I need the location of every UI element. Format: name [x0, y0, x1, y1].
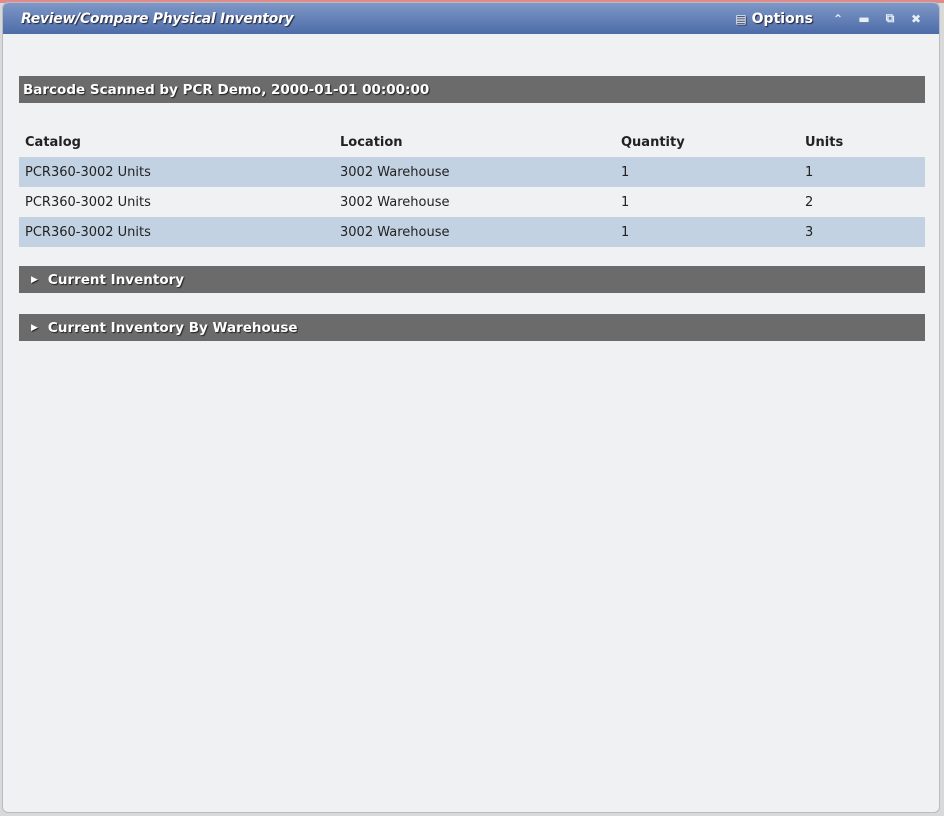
cell-catalog: PCR360-3002 Units — [19, 157, 334, 187]
table-row[interactable]: PCR360-3002 Units 3002 Warehouse 1 1 — [19, 157, 925, 187]
options-button[interactable]: ▤ Options — [735, 11, 813, 27]
cell-location: 3002 Warehouse — [340, 194, 450, 210]
table-header-row: Catalog Location Quantity Units — [19, 127, 925, 157]
window-title: Review/Compare Physical Inventory — [21, 10, 294, 27]
top-edge — [0, 0, 944, 3]
cell-location: 3002 Warehouse — [334, 157, 615, 187]
cell-quantity: 1 — [621, 194, 630, 210]
cell-quantity: 1 — [615, 157, 799, 187]
col-catalog: Catalog — [25, 134, 81, 150]
list-icon: ▤ — [735, 11, 747, 26]
expand-triangle-icon: ▶ — [31, 322, 38, 333]
section-current-inventory[interactable]: ▶ Current Inventory — [19, 266, 925, 293]
collapse-icon[interactable]: ⌃ — [832, 11, 844, 26]
cell-units: 1 — [799, 157, 925, 187]
section-current-inventory-by-warehouse[interactable]: ▶ Current Inventory By Warehouse — [19, 314, 925, 341]
cell-units: 3 — [799, 217, 925, 247]
close-icon[interactable]: ✖ — [910, 11, 922, 26]
content: Barcode Scanned by PCR Demo, 2000-01-01 … — [19, 76, 925, 341]
options-label: Options — [751, 10, 813, 27]
minimize-icon[interactable]: ▬ — [858, 11, 870, 26]
col-units: Units — [805, 134, 844, 150]
cell-catalog: PCR360-3002 Units — [19, 217, 334, 247]
expand-triangle-icon: ▶ — [31, 274, 38, 285]
table-row[interactable]: PCR360-3002 Units 3002 Warehouse 1 2 — [19, 187, 925, 217]
section-label: Current Inventory — [47, 271, 185, 288]
col-location: Location — [340, 134, 403, 150]
cell-units: 2 — [805, 194, 814, 210]
cell-catalog: PCR360-3002 Units — [25, 194, 151, 210]
title-bar[interactable]: Review/Compare Physical Inventory ▤ Opti… — [3, 3, 939, 34]
scan-header: Barcode Scanned by PCR Demo, 2000-01-01 … — [19, 76, 925, 103]
scan-table: Catalog Location Quantity Units PCR360-3… — [19, 127, 925, 247]
cell-quantity: 1 — [615, 217, 799, 247]
popout-icon[interactable]: ⧉ — [885, 11, 895, 25]
table-row[interactable]: PCR360-3002 Units 3002 Warehouse 1 3 — [19, 217, 925, 247]
cell-location: 3002 Warehouse — [334, 217, 615, 247]
col-quantity: Quantity — [621, 134, 685, 150]
section-label: Current Inventory By Warehouse — [47, 319, 298, 336]
